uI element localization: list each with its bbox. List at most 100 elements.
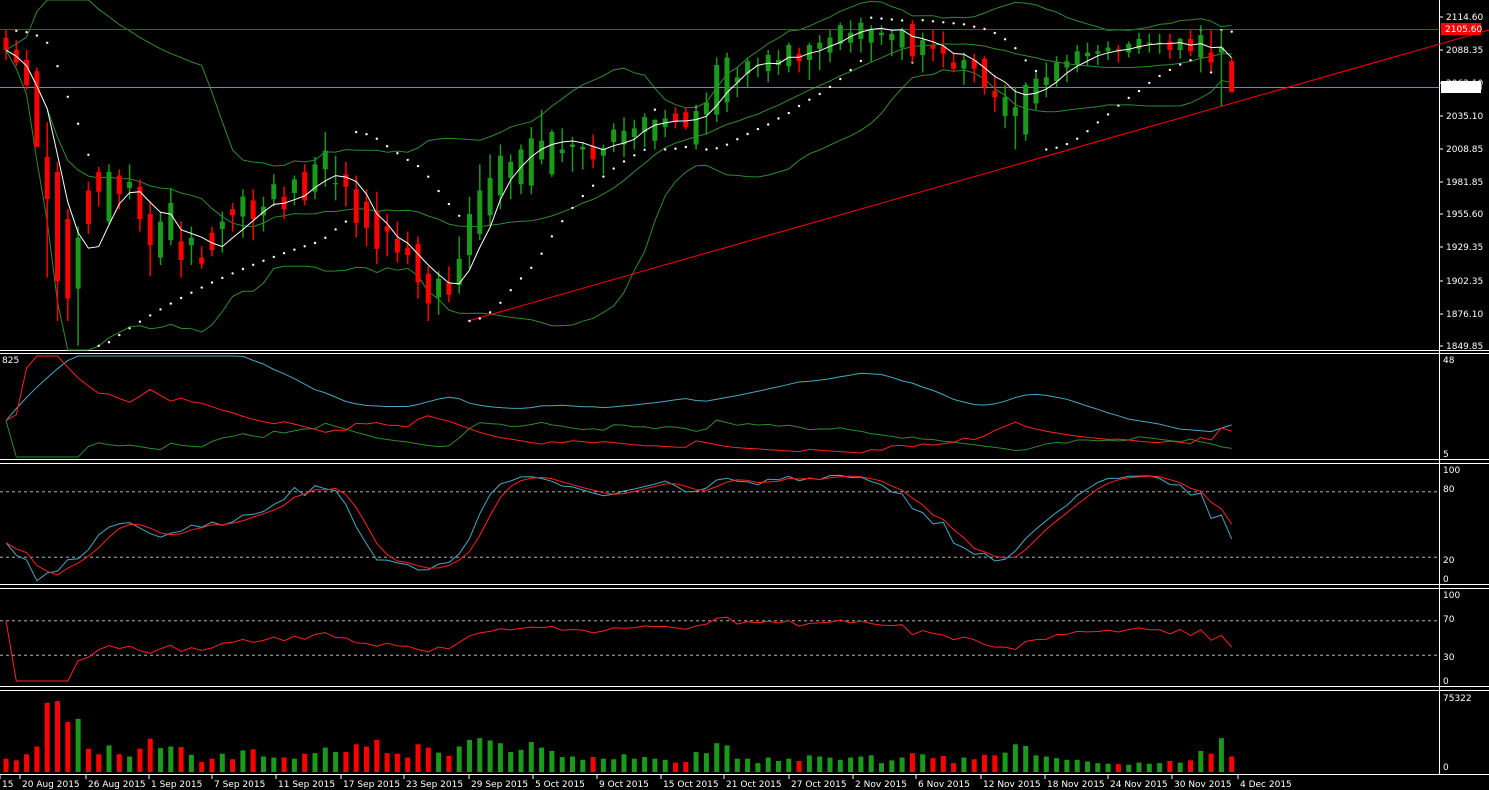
sar-dot (458, 214, 461, 217)
candle (776, 50, 781, 75)
candle-body (817, 42, 823, 49)
sar-dot (952, 22, 955, 25)
volume-bar (879, 763, 884, 772)
volume-bar (600, 758, 606, 772)
candle (920, 32, 926, 73)
candle-body (951, 62, 957, 69)
candle-body (1105, 47, 1111, 52)
volume-bar (662, 759, 668, 772)
volume-bar (899, 757, 905, 772)
sar-dot (437, 189, 440, 193)
volume-bar (456, 746, 462, 772)
volume-bar (291, 758, 297, 772)
volume-bar (1167, 760, 1173, 772)
candle (85, 181, 91, 234)
volume-bar (415, 744, 421, 772)
sar-dot (210, 281, 214, 284)
volume-bar (116, 754, 122, 772)
candle (1085, 42, 1090, 67)
sar-dot (190, 291, 193, 294)
volume-bar (1188, 760, 1193, 772)
volume-bar (961, 757, 967, 772)
candle-body (580, 146, 586, 150)
candle-body (333, 183, 339, 185)
candle (1023, 82, 1029, 141)
candle (1177, 37, 1183, 59)
volume-bar (1012, 744, 1018, 772)
volume-bar (394, 753, 400, 772)
sar-dot (942, 21, 945, 24)
dmi-tick-label: 48 (1443, 356, 1455, 366)
sar-dot (921, 19, 924, 22)
sar-dot (1014, 47, 1017, 50)
volume-bar (497, 743, 503, 772)
sar-dot (272, 255, 275, 259)
volume-bar (353, 744, 359, 772)
candle-body (508, 161, 514, 179)
volume-bar (528, 742, 534, 772)
volume-bar (333, 752, 339, 772)
candle-body (899, 30, 905, 48)
candle-body (312, 164, 318, 192)
sar-dot (344, 220, 348, 223)
date-label: 15 Oct 2015 (663, 780, 719, 790)
current-price-box (1441, 81, 1481, 93)
sar-dot (138, 320, 142, 323)
sar-dot (200, 286, 203, 289)
date-label: 9 Oct 2015 (599, 780, 649, 790)
candle (940, 31, 946, 68)
candle-body (1023, 84, 1029, 135)
candle (394, 221, 400, 263)
volume-bar (1177, 762, 1183, 772)
candle (219, 211, 225, 253)
sar-dot (530, 266, 533, 269)
volume-bar (364, 746, 369, 772)
candle-body (446, 282, 452, 295)
candle (590, 134, 596, 169)
sar-dot (1137, 89, 1141, 93)
candle-body (570, 144, 575, 147)
sar-dot (880, 17, 883, 20)
volume-bar (158, 748, 163, 772)
volume-bar (590, 757, 596, 772)
candle (858, 17, 864, 53)
date-label: 1 Sep 2015 (151, 780, 202, 790)
volume-bar (446, 755, 452, 772)
candle (951, 52, 957, 73)
stochastic-d-line (5, 475, 1233, 576)
sar-dot (375, 137, 378, 140)
candle-body (1167, 41, 1173, 51)
resistance-price-label: 2105.60 (1445, 25, 1482, 35)
candle-body (559, 149, 565, 154)
candle (1033, 72, 1039, 110)
candle (65, 209, 71, 321)
volume-bar (559, 757, 565, 772)
sar-dot (159, 308, 162, 311)
candle-body (394, 238, 400, 253)
date-label: 5 Oct 2015 (535, 780, 585, 790)
candle (106, 164, 112, 225)
candle-body (1074, 51, 1080, 65)
candle-body (178, 241, 184, 261)
volume-bar (539, 747, 545, 772)
sar-dot (849, 68, 852, 72)
price-tick-label: 1981.85 (1446, 178, 1483, 188)
volume-bar (518, 749, 524, 772)
sar-dot (262, 259, 265, 262)
volume-bar (1157, 763, 1163, 772)
volume-bar (487, 740, 493, 772)
volume-bar (271, 757, 277, 772)
candle-body (1043, 77, 1049, 85)
candle-body (34, 71, 40, 147)
candle-body (1085, 52, 1090, 57)
candle-body (199, 257, 205, 264)
volume-bar (1085, 761, 1090, 772)
candle (158, 211, 163, 266)
volume-bar (240, 750, 246, 772)
volume-bar (992, 755, 998, 772)
candle-body (920, 40, 926, 56)
candle (868, 25, 874, 63)
candle-body (1115, 48, 1121, 52)
candle-body (642, 117, 648, 133)
